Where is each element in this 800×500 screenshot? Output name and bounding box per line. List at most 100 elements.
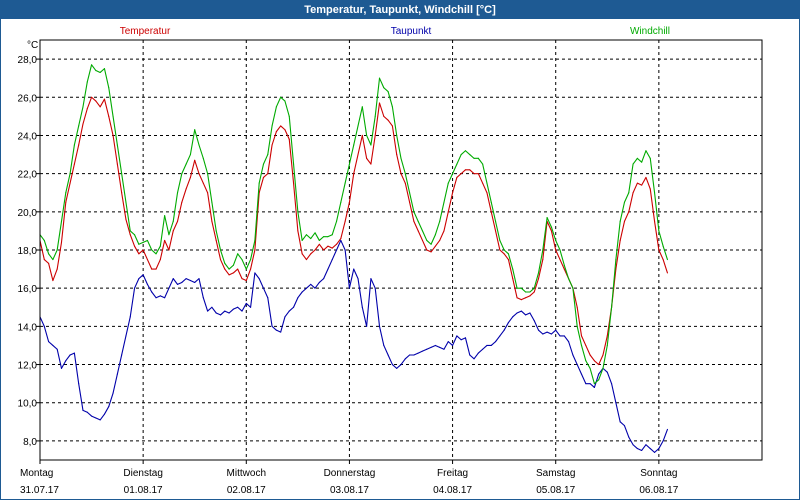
series-segment	[108, 115, 114, 136]
y-tick-label: 28,0	[18, 55, 38, 66]
series-segment	[357, 106, 363, 127]
y-tick-label: 26,0	[18, 93, 38, 104]
series-segment	[387, 91, 393, 108]
series-segment	[194, 129, 200, 146]
series-segment	[439, 230, 445, 241]
series-segment	[185, 278, 191, 282]
series-segment	[464, 150, 471, 156]
series-segment	[636, 447, 643, 452]
series-segment	[155, 258, 161, 270]
series-segment	[598, 354, 604, 366]
series-segment	[374, 77, 381, 117]
series-segment	[219, 258, 226, 270]
series-segment	[271, 131, 277, 146]
series-segment	[469, 354, 475, 360]
series-segment	[280, 316, 286, 333]
series-segment	[572, 287, 578, 327]
series-segment	[228, 264, 234, 270]
series-segment	[387, 354, 393, 366]
series-segment	[563, 335, 570, 343]
series-segment	[426, 249, 432, 253]
series-segment	[623, 211, 630, 222]
series-segment	[297, 291, 303, 299]
series-segment	[568, 341, 574, 356]
series-segment	[314, 243, 320, 251]
y-tick-label: 12,0	[18, 361, 38, 372]
series-segment	[477, 348, 484, 354]
series-segment	[164, 287, 170, 299]
series-segment	[314, 281, 320, 289]
series-segment	[641, 444, 647, 452]
series-segment	[108, 392, 114, 408]
series-segment	[224, 262, 230, 270]
series-segment	[185, 154, 191, 165]
series-segment	[654, 447, 660, 453]
series-segment	[464, 337, 471, 356]
series-segment	[73, 125, 80, 146]
series-segment	[585, 344, 591, 356]
series-segment	[662, 245, 669, 261]
series-segment	[533, 320, 540, 331]
series-segment	[138, 274, 144, 280]
series-segment	[125, 218, 131, 236]
series-segment	[301, 234, 308, 241]
series-segment	[237, 268, 243, 280]
series-segment	[310, 232, 316, 240]
series-segment	[60, 360, 67, 369]
x-tick-day-label: Freitag	[437, 468, 468, 479]
series-segment	[254, 192, 260, 251]
chart-title: Temperatur, Taupunkt, Windchill [°C]	[1, 1, 799, 19]
x-tick-day-label: Donnerstag	[324, 468, 376, 479]
series-segment	[413, 211, 419, 222]
series-segment	[520, 287, 527, 293]
series-segment	[366, 134, 372, 146]
series-segment	[52, 268, 58, 282]
series-segment	[318, 243, 325, 251]
x-tick-date-label: 03.08.17	[330, 485, 369, 496]
series-segment	[366, 278, 372, 327]
series-segment	[490, 211, 497, 232]
series-segment	[533, 272, 540, 289]
series-segment	[662, 258, 669, 274]
series-segment	[456, 335, 462, 341]
series-segment	[250, 249, 256, 270]
series-segment	[525, 295, 531, 299]
series-segment	[447, 341, 454, 347]
series-segment	[580, 344, 587, 362]
series-segment	[271, 106, 277, 127]
series-segment	[129, 234, 136, 247]
series-segment	[400, 157, 406, 175]
series-segment	[611, 258, 617, 308]
series-segment	[636, 157, 643, 163]
series-segment	[344, 201, 350, 222]
x-tick-day-label: Sonntag	[640, 468, 677, 479]
series-segment	[267, 297, 273, 327]
series-segment	[258, 278, 265, 289]
series-segment	[473, 352, 479, 360]
series-segment	[146, 283, 153, 293]
series-segment	[361, 106, 368, 136]
series-segment	[56, 241, 63, 270]
y-tick-label: 8,0	[23, 437, 37, 448]
series-segment	[168, 220, 174, 236]
x-tick-date-label: 04.08.17	[433, 485, 472, 496]
series-segment	[370, 278, 376, 289]
series-segment	[95, 100, 101, 108]
series-segment	[168, 278, 174, 289]
x-tick-day-label: Dienstag	[123, 468, 162, 479]
series-segment	[507, 258, 514, 280]
series-windchill	[39, 64, 669, 385]
x-tick-day-label: Samstag	[536, 468, 575, 479]
series-segment	[482, 163, 488, 184]
series-segment	[658, 440, 664, 450]
series-lines	[39, 64, 669, 453]
series-segment	[409, 201, 415, 222]
series-segment	[447, 173, 454, 184]
series-segment	[374, 102, 381, 136]
x-tick-date-label: 06.08.17	[639, 485, 678, 496]
series-segment	[310, 283, 316, 289]
series-segment	[78, 106, 84, 127]
series-segment	[39, 239, 45, 261]
series-segment	[228, 308, 234, 314]
legend-entry-temperatur: Temperatur	[120, 26, 171, 37]
